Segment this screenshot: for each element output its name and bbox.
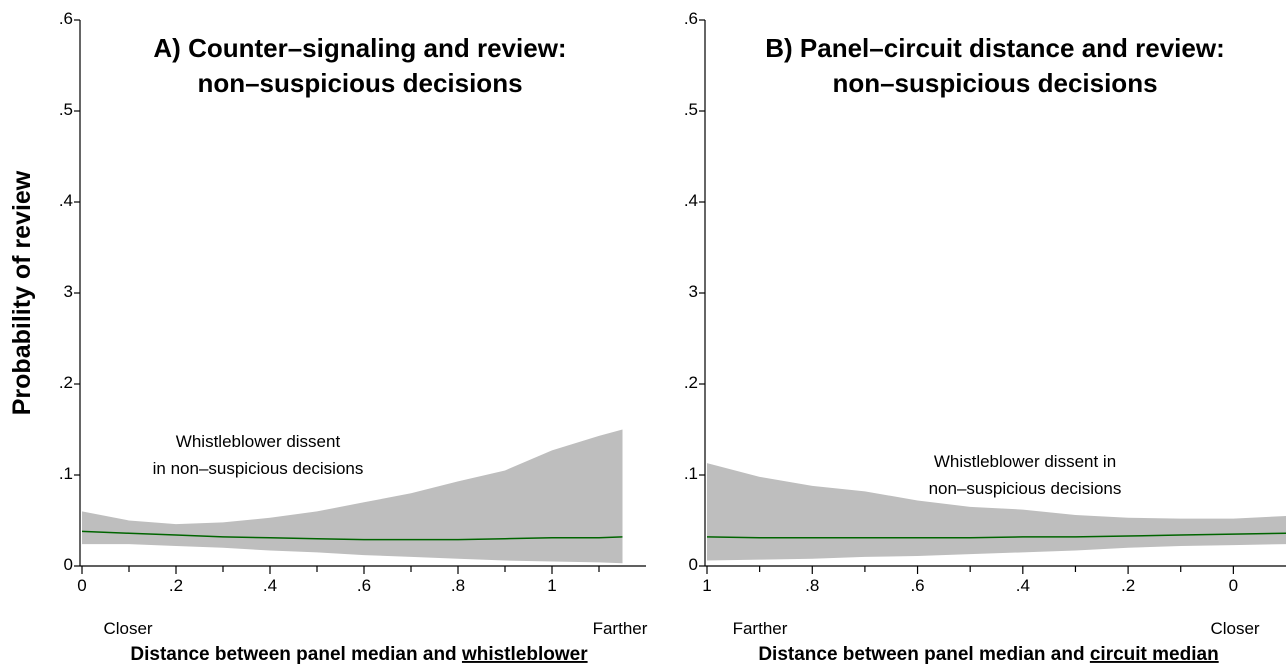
y-tick-label: 0 — [64, 555, 73, 574]
y-tick-label: .5 — [59, 100, 73, 119]
y-tick-label: .1 — [59, 464, 73, 483]
y-tick-label: .6 — [684, 9, 698, 28]
chart-title: A) Counter–signaling and review: — [153, 33, 566, 63]
x-tick-label: .8 — [805, 576, 819, 595]
confidence-band — [707, 463, 1286, 561]
x-axis-label: Distance between panel median and whistl… — [130, 644, 588, 665]
x-tick-label: 0 — [1229, 576, 1238, 595]
y-tick-label: .4 — [684, 191, 698, 210]
chart-title: B) Panel–circuit distance and review: — [765, 33, 1225, 63]
x-tick-label: .4 — [263, 576, 277, 595]
x-end-label: Closer — [103, 619, 152, 638]
x-tick-label: .6 — [357, 576, 371, 595]
x-end-label: Farther — [593, 619, 648, 638]
x-tick-label: 1 — [547, 576, 556, 595]
x-axis-label-part: Distance between panel median and — [130, 644, 462, 665]
x-end-label: Farther — [733, 619, 788, 638]
annotation: non–suspicious decisions — [929, 479, 1122, 498]
x-axis-label: Distance between panel median and circui… — [758, 644, 1218, 665]
y-tick-label: .5 — [684, 100, 698, 119]
y-tick-label: .1 — [684, 464, 698, 483]
x-tick-label: 0 — [77, 576, 86, 595]
x-tick-label: .4 — [1016, 576, 1030, 595]
y-tick-label: .4 — [59, 191, 73, 210]
x-tick-label: .8 — [451, 576, 465, 595]
x-tick-label: .2 — [1121, 576, 1135, 595]
x-tick-label: .2 — [169, 576, 183, 595]
y-tick-label: .2 — [684, 373, 698, 392]
x-axis-label-part: Distance between panel median and — [758, 644, 1090, 665]
y-axis-label: Probability of review — [8, 170, 36, 415]
x-tick-label: 1 — [702, 576, 711, 595]
chart-title: non–suspicious decisions — [832, 68, 1157, 98]
y-tick-label: .6 — [59, 9, 73, 28]
confidence-band — [82, 429, 623, 564]
estimate-line — [81, 530, 623, 541]
x-tick-label: .6 — [910, 576, 924, 595]
x-end-label: Closer — [1210, 619, 1259, 638]
chart-title: non–suspicious decisions — [197, 68, 522, 98]
y-tick-label: 3 — [64, 282, 73, 301]
estimate-line — [706, 532, 1286, 539]
x-axis-label-part: circuit median — [1090, 644, 1219, 665]
annotation: Whistleblower dissent in — [934, 452, 1116, 471]
annotation: Whistleblower dissent — [176, 432, 341, 451]
y-tick-label: 3 — [689, 282, 698, 301]
x-axis-label-part: whistleblower — [461, 644, 588, 665]
y-tick-label: .2 — [59, 373, 73, 392]
y-tick-label: 0 — [689, 555, 698, 574]
annotation: in non–suspicious decisions — [153, 459, 364, 478]
